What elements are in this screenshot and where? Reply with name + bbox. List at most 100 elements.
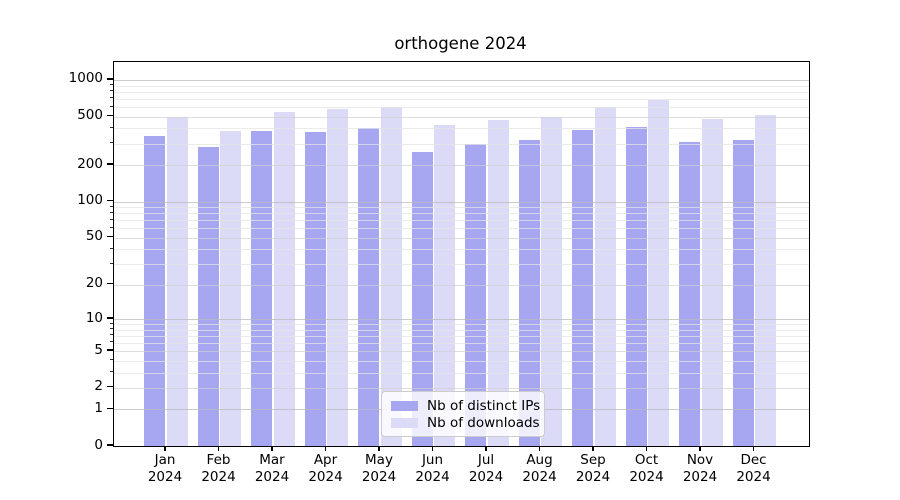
bar-jul-distinct-ips <box>465 144 487 446</box>
x-tick-mark-nov <box>699 446 701 451</box>
x-tick-label-month: Mar <box>259 452 285 468</box>
x-tick-mark-oct <box>645 446 648 451</box>
y-minor-tick-mark-40 <box>110 247 113 249</box>
x-tick-label-month: Apr <box>313 452 338 468</box>
y-tick-label-500: 500 <box>77 107 103 124</box>
y-minor-tick-mark-70 <box>110 218 113 220</box>
gridline-10 <box>114 319 809 320</box>
x-tick-label-year: 2024 <box>147 468 183 485</box>
gridline-minor-300 <box>114 143 809 145</box>
gridline-minor-3 <box>114 372 809 374</box>
y-minor-tick-mark-800 <box>110 90 113 92</box>
y-minor-tick-mark-300 <box>110 142 113 144</box>
gridline-20 <box>114 284 809 286</box>
gridline-minor-9 <box>114 324 809 325</box>
gridline-5 <box>114 351 809 353</box>
bar-nov-distinct-ips <box>679 141 701 446</box>
y-minor-tick-mark-7 <box>110 334 113 336</box>
gridline-minor-40 <box>114 249 809 251</box>
x-tick-label-month: Feb <box>206 452 231 468</box>
y-tick-label-100: 100 <box>77 192 103 208</box>
gridline-minor-7 <box>114 335 809 337</box>
x-tick-label-month: Jul <box>477 452 495 468</box>
legend-swatch-downloads <box>391 418 418 429</box>
bar-aug-downloads <box>541 116 563 446</box>
gridline-minor-900 <box>114 85 809 87</box>
gridline-minor-60 <box>114 228 809 230</box>
y-tick-label-0: 0 <box>94 436 103 453</box>
x-tick-label-month: Oct <box>634 452 659 468</box>
gridline-2 <box>114 387 809 389</box>
bar-apr-distinct-ips <box>304 132 326 446</box>
x-tick-mark-dec <box>752 446 755 451</box>
bar-oct-distinct-ips <box>625 127 647 446</box>
y-minor-tick-mark-8 <box>110 328 113 330</box>
y-minor-tick-mark-600 <box>110 105 113 107</box>
y-tick-label-5: 5 <box>94 341 103 358</box>
bar-jan-distinct-ips <box>144 135 166 446</box>
y-tick-mark-200 <box>107 163 113 165</box>
x-tick-mark-jun <box>431 446 434 451</box>
legend-label-distinct-ips: Nb of distinct IPs <box>427 397 541 414</box>
legend-row-downloads: Nb of downloads <box>391 415 540 431</box>
y-tick-label-50: 50 <box>85 228 103 245</box>
y-tick-mark-0 <box>107 444 113 446</box>
y-tick-label-20: 20 <box>85 275 103 292</box>
bar-nov-downloads <box>701 119 723 446</box>
x-tick-label-year: 2024 <box>468 468 504 485</box>
plot-area <box>113 61 810 447</box>
bar-mar-distinct-ips <box>251 130 273 446</box>
bar-feb-downloads <box>220 130 242 446</box>
chart-title: orthogene 2024 <box>394 34 527 53</box>
x-tick-label-year: 2024 <box>736 468 771 485</box>
bar-may-distinct-ips <box>358 127 380 446</box>
bar-mar-downloads <box>273 111 295 446</box>
bar-feb-distinct-ips <box>197 147 219 446</box>
x-tick-label-year: 2024 <box>361 468 397 485</box>
bar-oct-downloads <box>648 100 670 446</box>
x-tick-label-jun: Jun 2024 <box>403 452 463 485</box>
gridline-minor-70 <box>114 220 809 222</box>
gridline-100 <box>114 201 809 203</box>
y-tick-label-1: 1 <box>94 399 103 416</box>
bar-jun-distinct-ips <box>411 151 433 446</box>
gridline-200 <box>114 165 809 166</box>
y-tick-label-10: 10 <box>85 309 103 326</box>
x-tick-label-feb: Feb 2024 <box>189 452 249 485</box>
legend-row-distinct-ips: Nb of distinct IPs <box>391 398 540 414</box>
x-tick-label-year: 2024 <box>682 468 718 485</box>
bar-sep-distinct-ips <box>572 130 594 446</box>
x-tick-label-sep: Sep 2024 <box>563 452 623 485</box>
x-tick-label-year: 2024 <box>201 468 236 485</box>
x-tick-label-month: May <box>365 452 393 468</box>
gridline-minor-800 <box>114 91 809 93</box>
bar-aug-distinct-ips <box>518 139 540 446</box>
y-tick-mark-2 <box>107 386 113 388</box>
y-tick-mark-20 <box>107 283 113 285</box>
y-minor-tick-mark-9 <box>110 322 113 324</box>
x-tick-label-aug: Aug 2024 <box>510 452 570 485</box>
y-minor-tick-mark-4 <box>110 359 113 361</box>
x-tick-mark-jul <box>485 446 487 451</box>
x-tick-label-apr: Apr 2024 <box>296 452 356 485</box>
y-tick-mark-500 <box>107 114 113 117</box>
y-minor-tick-mark-900 <box>110 84 113 85</box>
gridline-minor-400 <box>114 128 809 130</box>
x-tick-mark-feb <box>217 446 220 451</box>
x-tick-label-month: Nov <box>686 452 714 468</box>
bar-dec-distinct-ips <box>732 139 754 446</box>
x-tick-mark-apr <box>324 446 327 451</box>
gridline-50 <box>114 237 809 239</box>
x-tick-label-dec: Dec 2024 <box>724 452 784 485</box>
gridline-minor-80 <box>114 213 809 215</box>
y-minor-tick-mark-90 <box>110 205 113 207</box>
bar-apr-downloads <box>327 109 349 446</box>
y-minor-tick-mark-400 <box>110 126 113 128</box>
y-tick-label-2: 2 <box>94 378 103 395</box>
gridline-1000 <box>114 79 809 81</box>
bar-jan-downloads <box>166 117 188 446</box>
x-tick-mark-sep <box>592 446 594 451</box>
y-tick-label-1000: 1000 <box>68 70 103 87</box>
y-minor-tick-mark-3 <box>110 371 113 372</box>
